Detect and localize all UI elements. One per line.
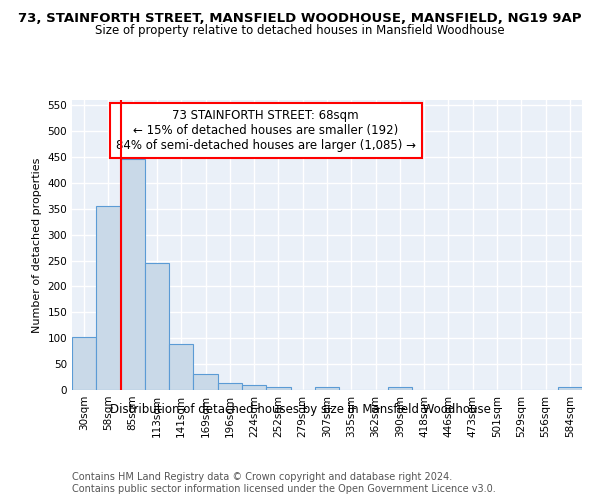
Bar — [96, 206, 121, 390]
Bar — [72, 337, 96, 390]
Y-axis label: Number of detached properties: Number of detached properties — [32, 158, 42, 332]
Text: Contains public sector information licensed under the Open Government Licence v3: Contains public sector information licen… — [72, 484, 496, 494]
Bar — [193, 374, 218, 390]
Text: Size of property relative to detached houses in Mansfield Woodhouse: Size of property relative to detached ho… — [95, 24, 505, 37]
Text: Distribution of detached houses by size in Mansfield Woodhouse: Distribution of detached houses by size … — [110, 402, 490, 415]
Bar — [145, 262, 169, 390]
Bar — [242, 385, 266, 390]
Text: 73, STAINFORTH STREET, MANSFIELD WOODHOUSE, MANSFIELD, NG19 9AP: 73, STAINFORTH STREET, MANSFIELD WOODHOU… — [18, 12, 582, 26]
Bar — [121, 159, 145, 390]
Bar — [266, 387, 290, 390]
Bar — [218, 383, 242, 390]
Text: 73 STAINFORTH STREET: 68sqm
← 15% of detached houses are smaller (192)
84% of se: 73 STAINFORTH STREET: 68sqm ← 15% of det… — [116, 108, 416, 152]
Bar — [388, 387, 412, 390]
Bar — [169, 344, 193, 390]
Bar — [315, 387, 339, 390]
Text: Contains HM Land Registry data © Crown copyright and database right 2024.: Contains HM Land Registry data © Crown c… — [72, 472, 452, 482]
Bar — [558, 387, 582, 390]
